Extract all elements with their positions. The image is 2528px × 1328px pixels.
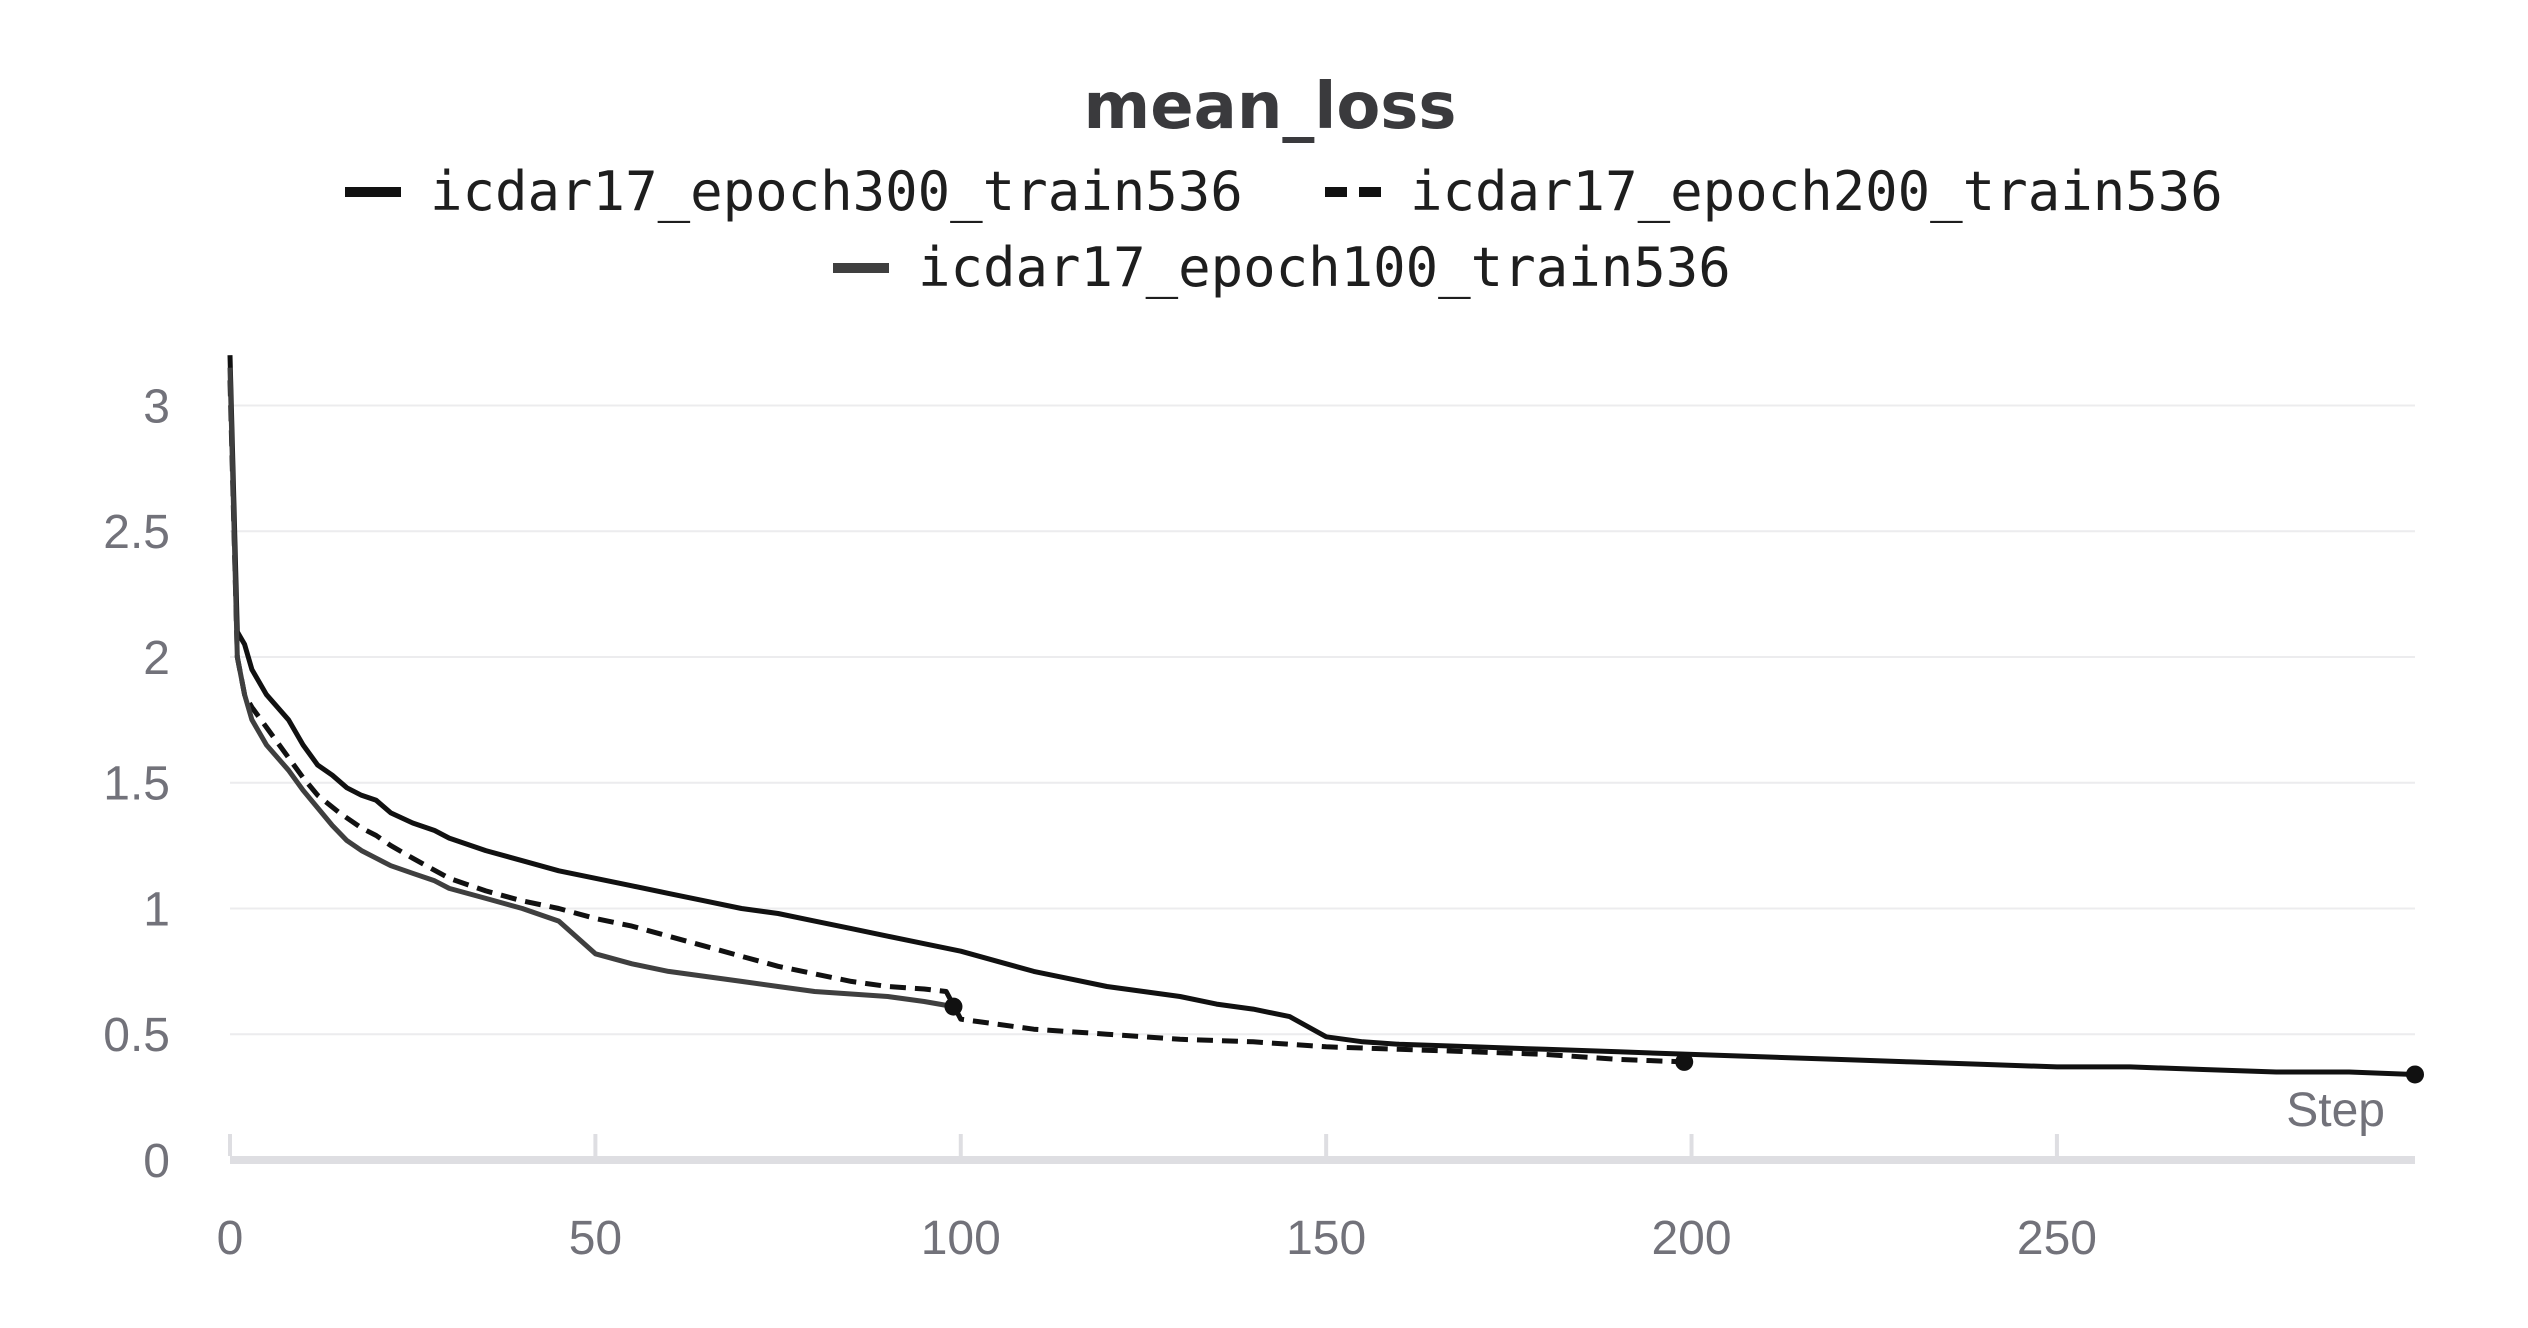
x-tick-label: 200 bbox=[1651, 1212, 1731, 1265]
x-axis-label: Step bbox=[2286, 1084, 2385, 1137]
plot-area[interactable] bbox=[227, 355, 2424, 1084]
legend-label[interactable]: icdar17_epoch100_train536 bbox=[918, 236, 1731, 299]
y-tick-label: 0.5 bbox=[103, 1009, 170, 1062]
x-tick-label: 100 bbox=[921, 1212, 1001, 1265]
legend-label[interactable]: icdar17_epoch200_train536 bbox=[1410, 160, 2223, 223]
legend[interactable]: icdar17_epoch300_train536 icdar17_epoch20… bbox=[345, 160, 2223, 299]
chart-title: mean_loss bbox=[1084, 70, 1457, 144]
y-tick-label: 0 bbox=[143, 1135, 170, 1188]
series-line-1[interactable] bbox=[227, 355, 2416, 1077]
y-tick-label: 1.5 bbox=[103, 758, 170, 811]
y-tick-label: 2 bbox=[143, 632, 170, 685]
y-tick-label: 2.5 bbox=[103, 506, 170, 559]
y-tick-label: 3 bbox=[143, 380, 170, 433]
series-end-marker[interactable] bbox=[1675, 1052, 1694, 1071]
x-tick-label: 250 bbox=[2017, 1212, 2097, 1265]
series-line-2[interactable] bbox=[227, 380, 1685, 1065]
x-tick-label: 50 bbox=[569, 1212, 622, 1265]
grid-lines bbox=[230, 404, 2415, 1036]
x-axis: 0 50 100 150 200 250 bbox=[217, 1134, 2415, 1265]
legend-label[interactable]: icdar17_epoch300_train536 bbox=[430, 160, 1243, 223]
series-line-3[interactable] bbox=[227, 367, 954, 1010]
series-end-marker[interactable] bbox=[2406, 1065, 2424, 1084]
y-tick-label: 1 bbox=[143, 883, 170, 936]
series-end-marker[interactable] bbox=[944, 997, 963, 1016]
x-tick-label: 0 bbox=[217, 1212, 244, 1265]
x-tick-label: 150 bbox=[1286, 1212, 1366, 1265]
y-axis: 0 0.5 1 1.5 2 2.5 3 bbox=[103, 380, 170, 1188]
